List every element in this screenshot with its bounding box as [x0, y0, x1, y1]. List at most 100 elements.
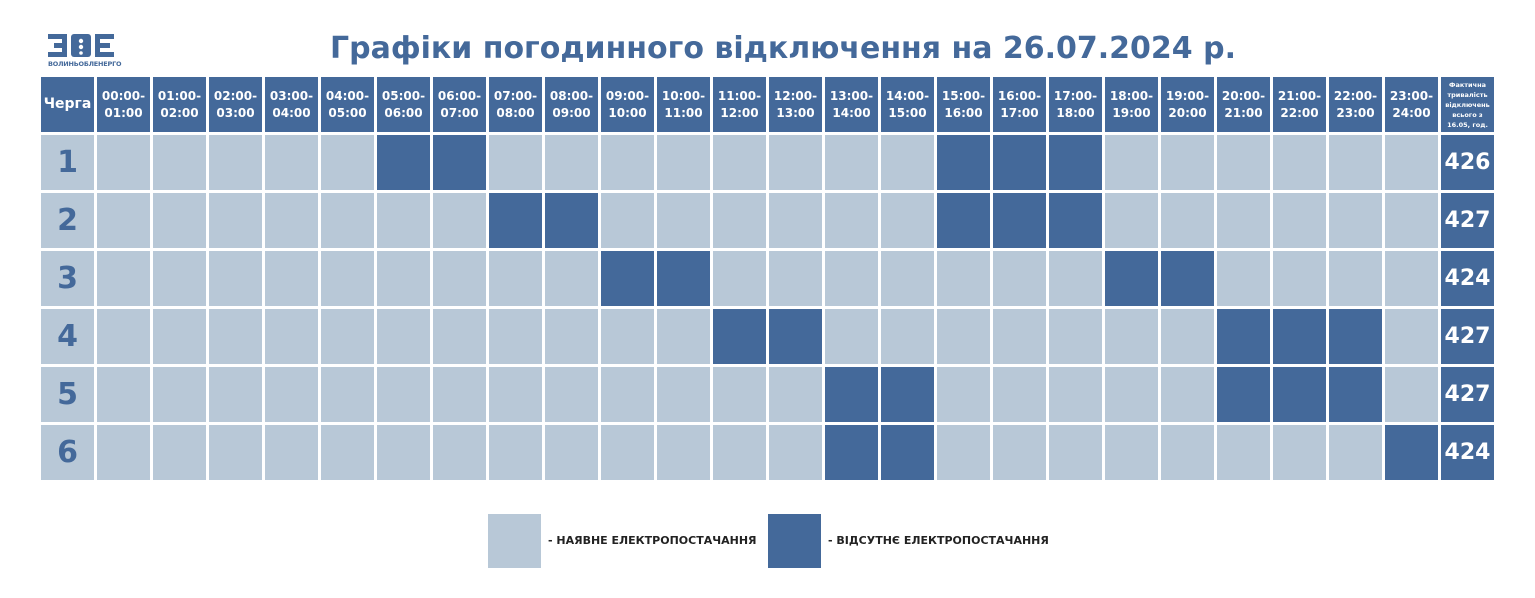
hour-cell-power-on [657, 135, 710, 190]
hour-cell-power-on [545, 425, 598, 480]
outage-schedule-table: Черга 00:00- 01:00 01:00- 02:00 02:00- 03:00 0… [38, 74, 1497, 483]
hour-cell-power-on [489, 309, 542, 364]
hour-to: 08:00 [496, 105, 535, 120]
hour-from: 10:00- [661, 88, 706, 103]
hour-cell-power-on [153, 193, 206, 248]
hour-cell-power-on [433, 193, 486, 248]
hour-header-16: 16:00- 17:00 [993, 77, 1046, 132]
hour-cell-power-off [657, 251, 710, 306]
hour-cell-power-on [601, 425, 654, 480]
hour-cell-power-off [1273, 309, 1326, 364]
hour-header-3: 03:00- 04:00 [265, 77, 318, 132]
queue-number: 5 [41, 367, 94, 422]
company-logo [48, 34, 114, 57]
hour-cell-power-off [993, 193, 1046, 248]
hour-cell-power-on [1105, 367, 1158, 422]
hour-to: 21:00 [1224, 105, 1263, 120]
hour-from: 20:00- [1221, 88, 1266, 103]
hour-to: 06:00 [384, 105, 423, 120]
hour-from: 15:00- [941, 88, 986, 103]
hour-header-2: 02:00- 03:00 [209, 77, 262, 132]
hour-cell-power-on [1329, 193, 1382, 248]
hour-cell-power-on [1329, 425, 1382, 480]
hour-cell-power-on [1161, 367, 1214, 422]
hour-cell-power-on [97, 367, 150, 422]
hour-cell-power-on [1105, 193, 1158, 248]
hour-header-21: 21:00- 22:00 [1273, 77, 1326, 132]
hour-cell-power-on [1273, 193, 1326, 248]
hour-cell-power-off [1273, 367, 1326, 422]
hour-cell-power-off [1217, 367, 1270, 422]
hour-cell-power-on [489, 367, 542, 422]
hour-header-17: 17:00- 18:00 [1049, 77, 1102, 132]
hour-cell-power-on [713, 425, 766, 480]
hour-cell-power-off [1329, 309, 1382, 364]
hour-from: 05:00- [381, 88, 426, 103]
hour-from: 07:00- [493, 88, 538, 103]
legend-power-off-label: - ВІДСУТНЄ ЕЛЕКТРОПОСТАЧАННЯ [828, 534, 1049, 547]
hour-cell-power-on [545, 309, 598, 364]
hour-cell-power-on [1049, 367, 1102, 422]
total-duration-value: 424 [1441, 251, 1494, 306]
hour-cell-power-on [377, 367, 430, 422]
hour-header-1: 01:00- 02:00 [153, 77, 206, 132]
hour-from: 23:00- [1389, 88, 1434, 103]
hour-from: 08:00- [549, 88, 594, 103]
hour-cell-power-off [881, 425, 934, 480]
hour-cell-power-on [265, 425, 318, 480]
hour-to: 22:00 [1280, 105, 1319, 120]
hour-cell-power-on [601, 309, 654, 364]
hour-cell-power-on [377, 251, 430, 306]
hour-cell-power-on [1161, 309, 1214, 364]
hour-to: 24:00 [1392, 105, 1431, 120]
hour-header-6: 06:00- 07:00 [433, 77, 486, 132]
hour-from: 21:00- [1277, 88, 1322, 103]
hour-cell-power-on [209, 135, 262, 190]
hour-cell-power-on [97, 309, 150, 364]
hour-header-7: 07:00- 08:00 [489, 77, 542, 132]
hour-cell-power-off [1329, 367, 1382, 422]
hour-cell-power-on [97, 425, 150, 480]
queue-row-1: 1 426 [41, 135, 1494, 190]
hour-cell-power-on [433, 309, 486, 364]
hour-cell-power-off [937, 135, 990, 190]
hour-cell-power-on [321, 193, 374, 248]
hour-cell-power-off [1385, 425, 1438, 480]
hour-to: 03:00 [216, 105, 255, 120]
hour-cell-power-off [881, 367, 934, 422]
hour-header-8: 08:00- 09:00 [545, 77, 598, 132]
queue-row-2: 2 427 [41, 193, 1494, 248]
hour-cell-power-off [601, 251, 654, 306]
hour-cell-power-on [601, 367, 654, 422]
hour-cell-power-on [769, 251, 822, 306]
hour-cell-power-off [545, 193, 598, 248]
hour-cell-power-on [209, 425, 262, 480]
hour-cell-power-on [881, 251, 934, 306]
hour-cell-power-on [993, 309, 1046, 364]
hour-to: 19:00 [1112, 105, 1151, 120]
hour-cell-power-on [153, 425, 206, 480]
hour-header-5: 05:00- 06:00 [377, 77, 430, 132]
queue-row-5: 5 427 [41, 367, 1494, 422]
hour-cell-power-on [1049, 309, 1102, 364]
hour-to: 15:00 [888, 105, 927, 120]
hour-header-19: 19:00- 20:00 [1161, 77, 1214, 132]
hour-cell-power-on [769, 367, 822, 422]
hour-cell-power-on [545, 251, 598, 306]
hour-from: 01:00- [157, 88, 202, 103]
hour-cell-power-on [321, 309, 374, 364]
total-duration-header: Фактична тривалість відключень всього з … [1441, 77, 1494, 132]
hour-cell-power-on [825, 193, 878, 248]
hour-to: 12:00 [720, 105, 759, 120]
table-body: 1 426 2 427 3 424 4 427 5 427 6 424 [41, 135, 1494, 480]
hour-cell-power-on [657, 193, 710, 248]
hour-cell-power-off [489, 193, 542, 248]
hour-cell-power-on [433, 251, 486, 306]
queue-number: 2 [41, 193, 94, 248]
hour-cell-power-off [1217, 309, 1270, 364]
hour-cell-power-on [825, 309, 878, 364]
hour-to: 14:00 [832, 105, 871, 120]
hour-cell-power-on [1161, 193, 1214, 248]
hour-cell-power-off [993, 135, 1046, 190]
hour-cell-power-on [769, 193, 822, 248]
